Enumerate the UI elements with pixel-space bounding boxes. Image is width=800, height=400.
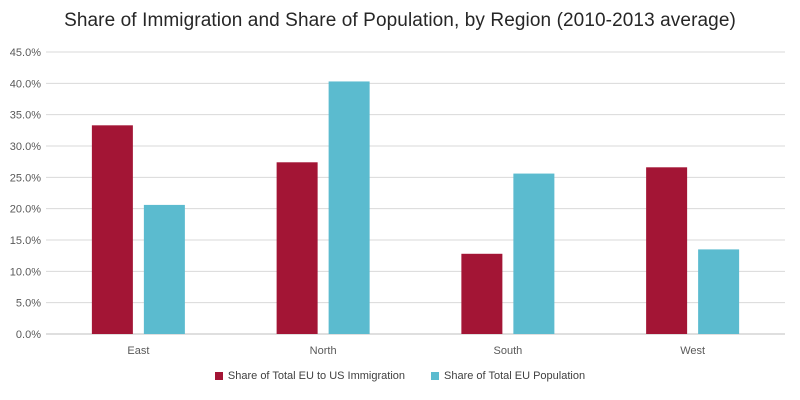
y-tick-label: 45.0% [10,47,41,59]
chart-title: Share of Immigration and Share of Popula… [64,10,736,31]
y-tick-label: 30.0% [10,141,41,153]
legend-label: Share of Total EU Population [444,370,586,382]
x-tick-label: South [494,345,523,357]
legend: Share of Total EU to US Immigration Share… [0,370,800,382]
legend-label: Share of Total EU to US Immigration [227,370,406,382]
bar [646,167,688,334]
legend-swatch [214,372,223,380]
x-tick-label: West [680,345,705,357]
y-tick-label: 20.0% [10,204,41,216]
x-tick-label: East [127,345,149,357]
bar [143,204,185,334]
bar [276,162,318,334]
y-tick-label: 35.0% [10,110,41,122]
y-tick-label: 0.0% [16,329,41,341]
bar [461,253,503,334]
bar [328,81,370,334]
x-tick-label: North [310,345,337,357]
bar [698,249,740,334]
y-tick-label: 25.0% [10,172,41,184]
y-tick-label: 5.0% [16,298,41,310]
y-tick-label: 15.0% [10,235,41,247]
legend-item: Share of Total EU to US Immigration [214,370,406,382]
bar [513,173,555,334]
legend-swatch [431,372,440,380]
legend-item: Share of Total EU Population [431,370,585,382]
y-tick-label: 40.0% [10,78,41,90]
y-tick-label: 10.0% [10,266,41,278]
bar [91,125,133,334]
